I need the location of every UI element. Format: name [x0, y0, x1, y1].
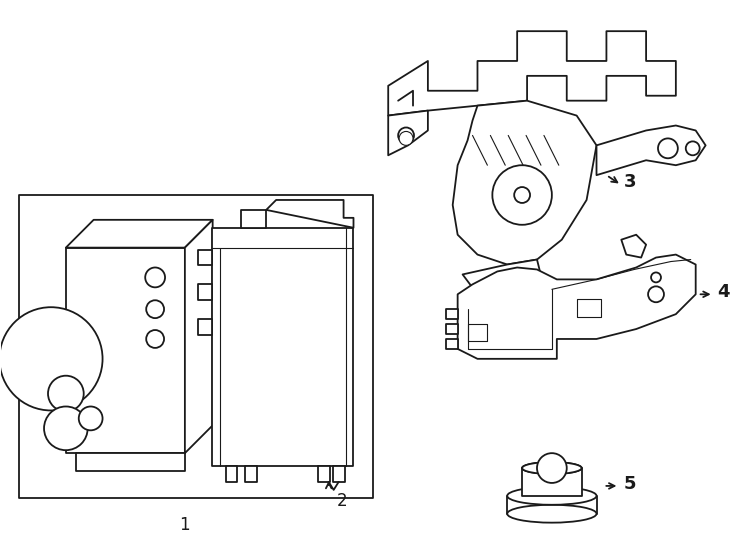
- Circle shape: [648, 286, 664, 302]
- Circle shape: [145, 267, 165, 287]
- Circle shape: [146, 330, 164, 348]
- Polygon shape: [621, 235, 646, 258]
- Ellipse shape: [507, 487, 597, 505]
- Polygon shape: [597, 125, 705, 175]
- Polygon shape: [507, 496, 597, 514]
- Polygon shape: [66, 220, 213, 248]
- Circle shape: [146, 300, 164, 318]
- Polygon shape: [19, 195, 374, 498]
- Polygon shape: [241, 210, 266, 228]
- Text: 4: 4: [718, 284, 730, 301]
- Polygon shape: [473, 294, 512, 319]
- Circle shape: [515, 187, 530, 203]
- Circle shape: [48, 376, 84, 411]
- Polygon shape: [266, 200, 354, 228]
- Polygon shape: [388, 111, 428, 156]
- Polygon shape: [388, 31, 676, 116]
- Polygon shape: [462, 260, 542, 299]
- Polygon shape: [446, 324, 457, 334]
- Circle shape: [44, 407, 87, 450]
- Text: 2: 2: [337, 492, 347, 510]
- Polygon shape: [522, 468, 581, 496]
- Ellipse shape: [522, 462, 581, 474]
- Ellipse shape: [522, 462, 581, 474]
- Circle shape: [79, 407, 103, 430]
- Circle shape: [0, 307, 103, 410]
- Circle shape: [651, 273, 661, 282]
- Circle shape: [686, 141, 700, 156]
- Circle shape: [537, 453, 567, 483]
- Polygon shape: [453, 100, 597, 265]
- Polygon shape: [76, 453, 185, 471]
- Text: 3: 3: [625, 173, 637, 191]
- Polygon shape: [577, 299, 601, 317]
- Polygon shape: [185, 220, 213, 453]
- Circle shape: [658, 138, 677, 158]
- Text: 5: 5: [623, 475, 636, 493]
- Polygon shape: [457, 254, 696, 359]
- Polygon shape: [66, 248, 185, 453]
- Polygon shape: [446, 309, 457, 319]
- Polygon shape: [197, 319, 211, 335]
- Circle shape: [493, 165, 552, 225]
- Polygon shape: [446, 339, 457, 349]
- Polygon shape: [527, 298, 549, 317]
- Polygon shape: [197, 285, 211, 300]
- Text: 1: 1: [180, 516, 190, 534]
- Circle shape: [399, 131, 413, 145]
- Polygon shape: [318, 466, 330, 482]
- Circle shape: [398, 127, 414, 144]
- Polygon shape: [211, 228, 354, 466]
- Polygon shape: [468, 324, 487, 341]
- Polygon shape: [245, 466, 258, 482]
- Ellipse shape: [507, 505, 597, 523]
- Polygon shape: [197, 249, 211, 266]
- Polygon shape: [333, 466, 344, 482]
- Polygon shape: [225, 466, 238, 482]
